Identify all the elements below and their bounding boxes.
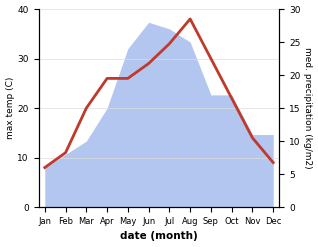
Y-axis label: max temp (C): max temp (C) — [5, 77, 15, 139]
X-axis label: date (month): date (month) — [120, 231, 198, 242]
Y-axis label: med. precipitation (kg/m2): med. precipitation (kg/m2) — [303, 47, 313, 169]
